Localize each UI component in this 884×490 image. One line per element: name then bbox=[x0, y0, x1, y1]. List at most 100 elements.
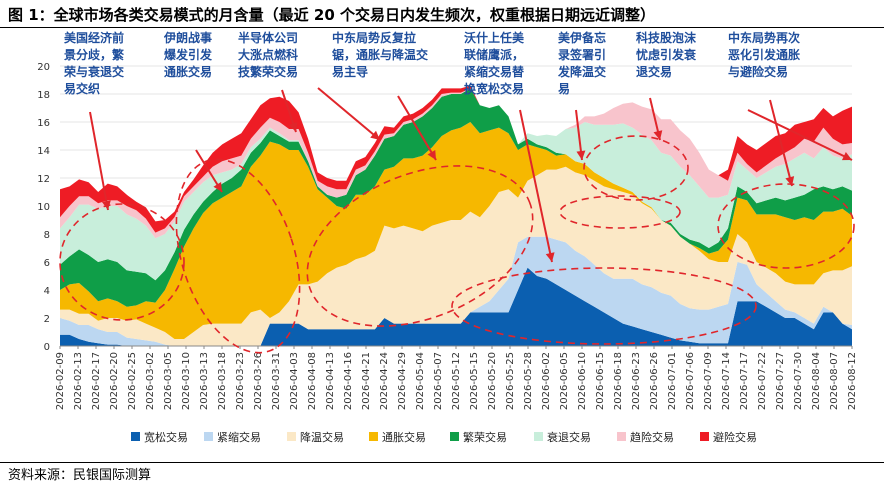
legend-item-8: 避险交易 bbox=[700, 430, 757, 444]
x-tick-label: 2026-02-25 bbox=[127, 352, 138, 410]
legend-swatch bbox=[204, 432, 213, 441]
highlight-ellipse bbox=[175, 158, 301, 354]
highlight-ellipse bbox=[559, 195, 681, 229]
x-tick-label: 2026-02-20 bbox=[109, 352, 120, 410]
annotation-arrow bbox=[397, 95, 437, 161]
x-tick-label: 2026-07-01 bbox=[667, 352, 678, 410]
annotation-line: 退交易 bbox=[636, 64, 672, 79]
y-axis-ticks: 0 2 4 6 8 10 12 14 16 18 20 bbox=[37, 62, 50, 353]
legend-label: 避险交易 bbox=[713, 430, 757, 444]
legend-swatch bbox=[617, 432, 626, 441]
annotation-line: 大涨点燃科 bbox=[238, 47, 298, 62]
legend-label: 衰退交易 bbox=[547, 430, 591, 444]
x-tick-label: 2026-04-16 bbox=[343, 352, 354, 410]
x-tick-label: 2026-06-02 bbox=[541, 352, 552, 410]
x-tick-label: 2026-06-23 bbox=[631, 352, 642, 410]
annotation-line: 易 bbox=[558, 82, 570, 96]
x-tick-label: 2026-05-12 bbox=[451, 352, 462, 410]
x-tick-label: 2026-05-28 bbox=[523, 352, 534, 410]
x-tick-label: 2026-03-26 bbox=[253, 352, 264, 410]
legend-item-2: 紧缩交易 bbox=[204, 430, 261, 444]
annotation-line: 半导体公司 bbox=[238, 30, 298, 45]
annotation-line: 中东局势反复拉 bbox=[332, 30, 416, 45]
area-series-8 bbox=[60, 85, 852, 233]
annotation-arrow bbox=[747, 109, 853, 161]
x-tick-label: 2026-07-06 bbox=[685, 352, 696, 410]
legend-swatch bbox=[700, 432, 709, 441]
annotation-arrow bbox=[769, 99, 795, 187]
annotation-line: 美国经济前 bbox=[64, 30, 124, 45]
x-tick-label: 2026-04-03 bbox=[289, 352, 300, 410]
x-tick-label: 2026-07-22 bbox=[757, 352, 768, 410]
y-tick-label: 16 bbox=[37, 118, 50, 129]
legend-label: 通胀交易 bbox=[382, 430, 426, 444]
annotation-line: 沃什上任美 bbox=[464, 30, 525, 45]
x-tick-label: 2026-02-17 bbox=[91, 352, 102, 410]
annotation-arrow bbox=[89, 111, 111, 211]
legend-label: 宽松交易 bbox=[144, 430, 188, 444]
legend-swatch bbox=[369, 432, 378, 441]
highlight-ellipse bbox=[717, 183, 855, 269]
annotation-arrow bbox=[281, 89, 298, 133]
y-tick-label: 10 bbox=[37, 202, 50, 213]
annotation-line: 联储鹰派， bbox=[464, 47, 524, 62]
legend-item-4: 通胀交易 bbox=[369, 430, 426, 444]
x-tick-label: 2026-06-18 bbox=[613, 352, 624, 410]
annotation-arrow bbox=[317, 87, 381, 141]
x-tick-label: 2026-03-23 bbox=[235, 352, 246, 410]
y-tick-label: 6 bbox=[44, 258, 50, 269]
annotation-line: 爆发引发 bbox=[164, 47, 213, 62]
title-divider bbox=[0, 27, 884, 28]
annotation-line: 科技股泡沫 bbox=[636, 30, 697, 45]
annotation-arrow bbox=[575, 109, 586, 161]
x-tick-label: 2026-03-02 bbox=[145, 352, 156, 410]
area-series-5 bbox=[60, 88, 852, 307]
x-tick-label: 2026-04-13 bbox=[325, 352, 336, 410]
x-tick-label: 2026-07-30 bbox=[793, 352, 804, 410]
legend-label: 趋险交易 bbox=[630, 430, 674, 444]
annotation-line: 景分歧，繁 bbox=[64, 47, 125, 62]
x-tick-label: 2026-06-05 bbox=[559, 352, 570, 410]
x-tick-label: 2026-06-10 bbox=[577, 352, 588, 410]
source-divider bbox=[0, 462, 884, 463]
x-axis-ticks: 2026-02-09 2026-02-13 2026-02-17 2026-02-20… bbox=[55, 346, 858, 410]
source-note: 资料来源：民银国际测算 bbox=[8, 468, 152, 483]
annotations: 美国经济前景分歧，繁荣与衰退交易交织伊朗战事爆发引发通胀交易半导体公司大涨点燃科… bbox=[63, 30, 800, 96]
x-tick-label: 2026-08-04 bbox=[811, 352, 822, 410]
legend-label: 繁荣交易 bbox=[463, 430, 507, 444]
y-tick-label: 0 bbox=[44, 342, 50, 353]
annotation-line: 紧缩交易替 bbox=[464, 64, 525, 79]
x-tick-label: 2026-04-08 bbox=[307, 352, 318, 410]
annotation-arrow bbox=[195, 149, 223, 193]
annotation-line: 录签署引 bbox=[558, 47, 606, 62]
x-tick-label: 2026-07-17 bbox=[739, 352, 750, 410]
annotation-arrow bbox=[519, 109, 555, 263]
area-series-1 bbox=[60, 267, 852, 346]
annotation-arrows bbox=[89, 87, 853, 263]
legend-swatch bbox=[131, 432, 140, 441]
highlight-ellipse bbox=[306, 165, 534, 327]
annotation-line: 与避险交易 bbox=[728, 64, 788, 79]
area-series bbox=[60, 85, 852, 346]
y-tick-label: 8 bbox=[44, 230, 50, 241]
highlight-ellipse bbox=[583, 135, 689, 201]
annotation-line: 技繁荣交易 bbox=[238, 64, 298, 79]
x-tick-label: 2026-08-07 bbox=[829, 352, 840, 410]
x-tick-label: 2026-06-26 bbox=[649, 352, 660, 410]
x-tick-label: 2026-04-29 bbox=[397, 352, 408, 410]
annotation-line: 锯，通胀与降温交 bbox=[332, 47, 428, 62]
legend-item-5: 繁荣交易 bbox=[450, 430, 507, 444]
x-tick-label: 2026-03-10 bbox=[181, 352, 192, 410]
x-tick-label: 2026-04-21 bbox=[361, 352, 372, 410]
x-tick-label: 2026-05-25 bbox=[505, 352, 516, 410]
legend-swatch bbox=[287, 432, 296, 441]
area-series-2 bbox=[60, 236, 852, 346]
highlight-ellipse bbox=[451, 267, 757, 345]
x-tick-label: 2026-07-27 bbox=[775, 352, 786, 410]
legend-item-7: 趋险交易 bbox=[617, 430, 674, 444]
x-tick-label: 2026-05-07 bbox=[433, 352, 444, 410]
legend-item-6: 衰退交易 bbox=[534, 430, 591, 444]
